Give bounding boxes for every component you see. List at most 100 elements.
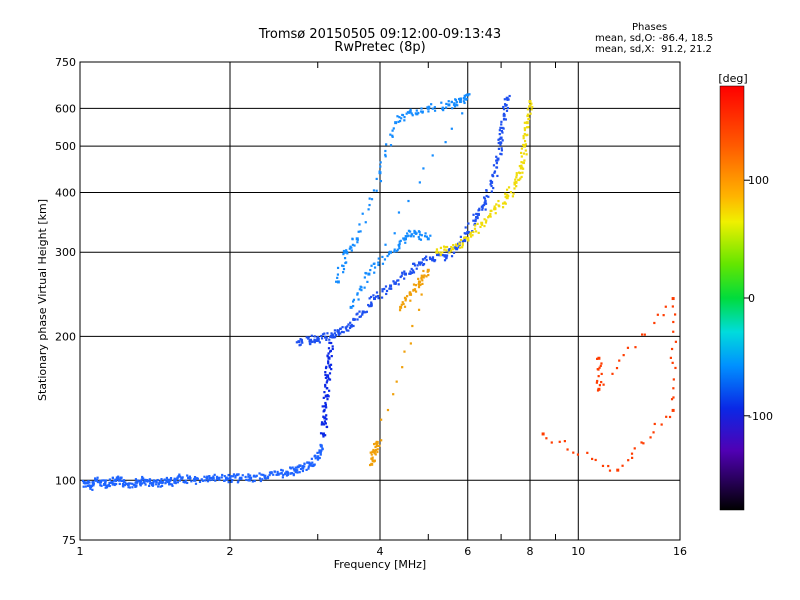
echo-point xyxy=(671,297,675,301)
echo-point xyxy=(397,120,400,123)
echo-point xyxy=(402,302,405,306)
echo-point xyxy=(466,230,470,234)
echo-point xyxy=(300,338,303,342)
echo-point xyxy=(325,425,329,429)
plot-subtitle: RwPretec (8p) xyxy=(334,40,426,55)
echo-point xyxy=(469,231,472,234)
echo-point xyxy=(311,461,314,464)
echo-point xyxy=(285,470,289,474)
echo-point xyxy=(438,253,441,257)
echo-point xyxy=(513,187,516,190)
echo-point xyxy=(450,127,453,130)
echo-point xyxy=(104,479,108,482)
echo-point xyxy=(124,481,127,484)
echo-point xyxy=(505,188,509,191)
echo-point xyxy=(217,476,221,480)
echo-point xyxy=(364,221,367,224)
echo-point xyxy=(166,480,170,484)
echo-point xyxy=(260,473,263,476)
echo-point xyxy=(90,484,94,488)
echo-point xyxy=(324,335,327,338)
echo-point xyxy=(301,466,305,470)
echo-point xyxy=(421,275,424,278)
echo-point xyxy=(365,310,369,313)
echo-point xyxy=(459,238,463,242)
echo-point xyxy=(328,378,332,381)
phase-stats-o-mode: mean, sd,O: -86.4, 18.5 xyxy=(595,33,714,44)
echo-point xyxy=(227,481,230,484)
echo-point xyxy=(418,237,421,241)
echo-point xyxy=(386,254,389,258)
echo-point xyxy=(520,166,524,170)
echo-point xyxy=(480,223,484,226)
echo-point xyxy=(349,305,353,309)
echo-point xyxy=(113,482,116,485)
echo-point xyxy=(509,191,513,194)
echo-point xyxy=(324,385,327,388)
echo-point xyxy=(321,405,324,408)
echo-point xyxy=(484,221,488,224)
echo-point xyxy=(490,209,493,212)
echo-point xyxy=(500,129,503,133)
echo-point xyxy=(110,480,114,484)
echo-point xyxy=(395,380,398,383)
echo-point xyxy=(641,333,644,336)
echo-point xyxy=(379,165,382,168)
echo-point xyxy=(324,403,328,406)
echo-point xyxy=(500,149,504,152)
echo-point xyxy=(477,231,480,234)
echo-point xyxy=(413,230,417,234)
echo-point xyxy=(506,106,509,110)
echo-point xyxy=(495,161,498,165)
echo-point xyxy=(135,484,138,487)
echo-point xyxy=(403,272,407,276)
echo-point xyxy=(445,249,448,252)
echo-point xyxy=(165,476,168,480)
echo-point xyxy=(596,379,599,383)
echo-point xyxy=(356,293,359,296)
echo-point xyxy=(422,269,425,273)
echo-point xyxy=(530,102,533,105)
echo-point xyxy=(377,257,380,260)
echo-point xyxy=(480,205,483,208)
echo-point xyxy=(234,476,237,479)
echo-point xyxy=(151,484,154,487)
echo-point xyxy=(674,366,677,370)
echo-point xyxy=(294,466,297,469)
echo-point xyxy=(298,471,301,474)
echo-point xyxy=(98,481,101,484)
echo-point xyxy=(171,484,174,487)
echo-point xyxy=(328,389,331,392)
echo-point xyxy=(465,94,468,97)
plot-frame xyxy=(79,61,681,541)
echo-point xyxy=(89,487,92,490)
echo-point xyxy=(563,440,566,443)
echo-point xyxy=(327,377,330,380)
echo-point xyxy=(558,440,561,443)
echo-point xyxy=(282,473,285,477)
echo-point xyxy=(229,475,233,478)
echo-point xyxy=(296,466,299,469)
echo-point xyxy=(297,465,300,469)
echo-point xyxy=(84,482,87,485)
echo-point xyxy=(339,332,342,335)
echo-point xyxy=(318,341,321,344)
echo-point xyxy=(301,341,304,344)
echo-point xyxy=(591,457,594,461)
echo-point xyxy=(218,478,221,482)
colorbar-tick-label: 100 xyxy=(748,174,769,187)
echo-point xyxy=(390,287,393,290)
echo-point xyxy=(600,372,603,376)
echo-point xyxy=(372,262,375,265)
echo-point xyxy=(502,113,506,117)
echo-point xyxy=(422,258,425,261)
echo-point xyxy=(515,174,518,177)
echo-point xyxy=(306,461,309,464)
echo-point xyxy=(248,479,251,482)
echo-point xyxy=(412,269,415,272)
echo-point xyxy=(346,325,349,328)
echo-point xyxy=(495,203,498,206)
echo-point xyxy=(374,448,378,452)
echo-point xyxy=(433,260,436,263)
echo-point xyxy=(505,96,509,100)
